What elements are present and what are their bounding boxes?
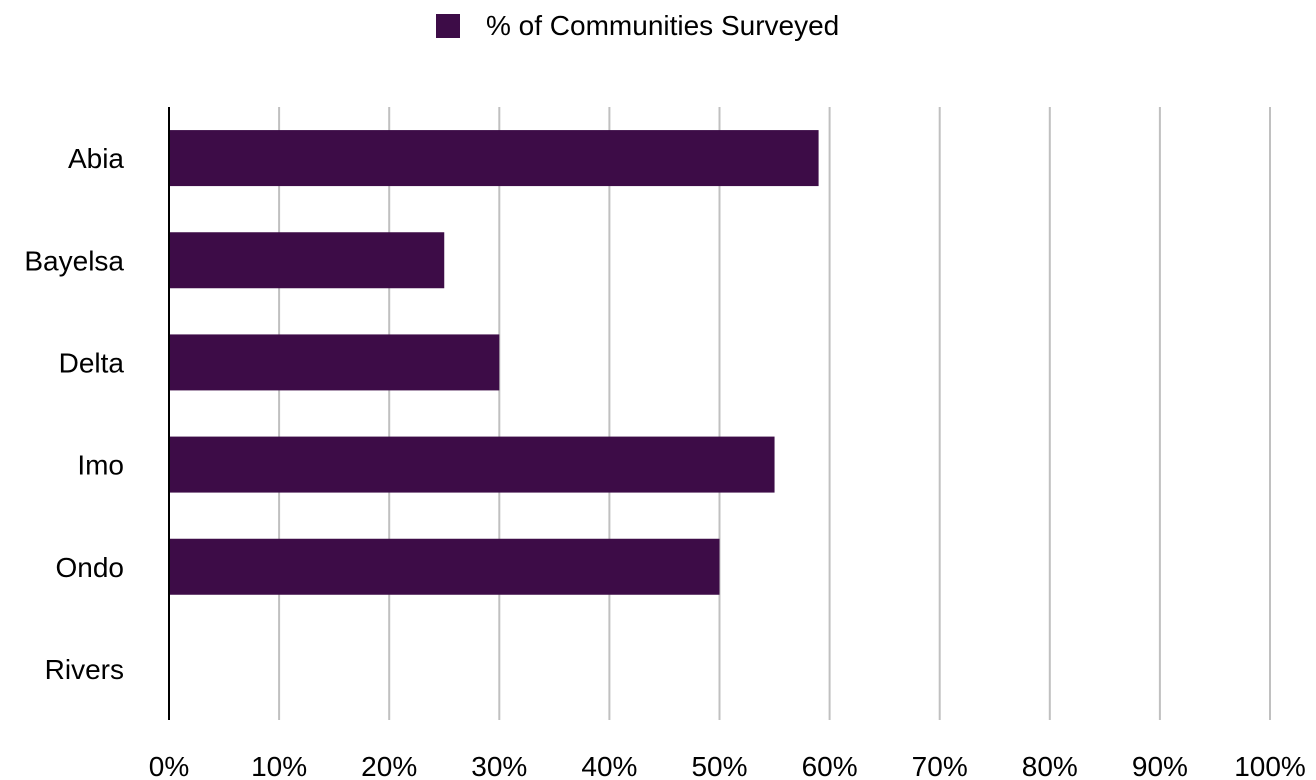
x-tick-label: 80% (1022, 751, 1078, 780)
category-label: Rivers (45, 654, 124, 685)
x-tick-label: 100% (1234, 751, 1306, 780)
category-label: Ondo (56, 552, 125, 583)
category-label: Abia (68, 143, 124, 174)
category-label: Bayelsa (24, 245, 124, 276)
legend-swatch (436, 14, 460, 38)
x-tick-label: 20% (361, 751, 417, 780)
bars (169, 130, 819, 595)
x-tick-label: 70% (912, 751, 968, 780)
legend-label: % of Communities Surveyed (486, 10, 839, 41)
x-tick-labels: 0% 10% 20% 30% 40% 50% 60% 70% 80% 90% 100% (149, 751, 1306, 780)
x-tick-label: 0% (149, 751, 189, 780)
bar-imo (169, 436, 775, 493)
bar-ondo (169, 538, 720, 595)
category-label: Delta (59, 347, 125, 378)
x-tick-label: 60% (802, 751, 858, 780)
legend: % of Communities Surveyed (436, 10, 839, 41)
bar-abia (169, 130, 819, 187)
category-label: Imo (77, 450, 124, 481)
bar-delta (169, 334, 500, 391)
x-tick-label: 90% (1132, 751, 1188, 780)
x-tick-label: 40% (581, 751, 637, 780)
x-tick-label: 50% (691, 751, 747, 780)
category-labels: Abia Bayelsa Delta Imo Ondo Rivers (24, 143, 124, 685)
bar-bayelsa (169, 232, 445, 289)
x-tick-label: 30% (471, 751, 527, 780)
x-tick-label: 10% (251, 751, 307, 780)
gridlines (278, 107, 1271, 720)
